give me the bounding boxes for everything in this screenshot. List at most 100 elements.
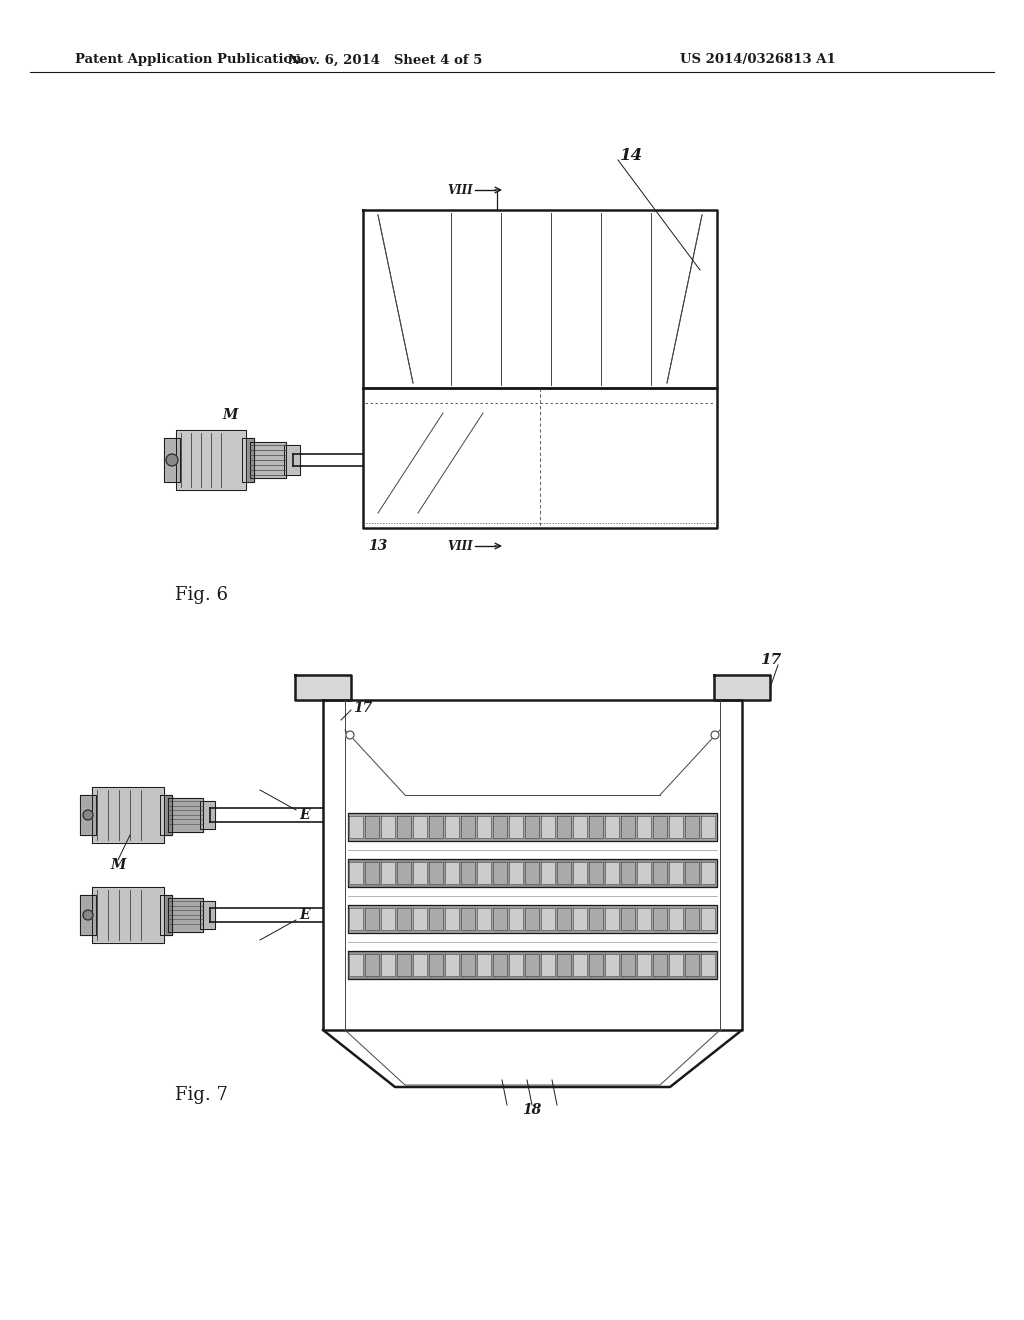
Polygon shape bbox=[349, 908, 362, 931]
Polygon shape bbox=[701, 816, 715, 838]
Circle shape bbox=[83, 810, 93, 820]
Polygon shape bbox=[381, 816, 395, 838]
Polygon shape bbox=[589, 908, 603, 931]
Polygon shape bbox=[573, 908, 587, 931]
Polygon shape bbox=[381, 908, 395, 931]
Polygon shape bbox=[525, 862, 539, 884]
Polygon shape bbox=[397, 816, 411, 838]
Polygon shape bbox=[397, 908, 411, 931]
Polygon shape bbox=[509, 954, 523, 975]
Polygon shape bbox=[653, 862, 667, 884]
Polygon shape bbox=[637, 816, 651, 838]
Polygon shape bbox=[493, 816, 507, 838]
Polygon shape bbox=[445, 862, 459, 884]
Polygon shape bbox=[541, 816, 555, 838]
Polygon shape bbox=[669, 954, 683, 975]
Polygon shape bbox=[92, 887, 164, 942]
Polygon shape bbox=[525, 908, 539, 931]
Polygon shape bbox=[348, 950, 717, 979]
Text: Fig. 7: Fig. 7 bbox=[175, 1086, 228, 1104]
Polygon shape bbox=[397, 954, 411, 975]
Polygon shape bbox=[589, 862, 603, 884]
Polygon shape bbox=[348, 813, 717, 841]
Polygon shape bbox=[557, 908, 571, 931]
Polygon shape bbox=[349, 862, 362, 884]
Polygon shape bbox=[557, 816, 571, 838]
Polygon shape bbox=[80, 795, 96, 836]
Polygon shape bbox=[653, 816, 667, 838]
Polygon shape bbox=[381, 954, 395, 975]
Circle shape bbox=[711, 731, 719, 739]
Polygon shape bbox=[445, 954, 459, 975]
Polygon shape bbox=[621, 908, 635, 931]
Text: E: E bbox=[300, 908, 310, 921]
Polygon shape bbox=[164, 438, 180, 482]
Polygon shape bbox=[348, 906, 717, 933]
Polygon shape bbox=[250, 442, 286, 478]
Polygon shape bbox=[92, 787, 164, 843]
Polygon shape bbox=[429, 908, 443, 931]
Polygon shape bbox=[413, 862, 427, 884]
Polygon shape bbox=[605, 862, 618, 884]
Polygon shape bbox=[176, 430, 246, 490]
Polygon shape bbox=[605, 954, 618, 975]
Polygon shape bbox=[493, 862, 507, 884]
Polygon shape bbox=[714, 675, 770, 700]
Polygon shape bbox=[461, 954, 475, 975]
Polygon shape bbox=[413, 908, 427, 931]
Polygon shape bbox=[349, 954, 362, 975]
Polygon shape bbox=[669, 862, 683, 884]
Text: US 2014/0326813 A1: US 2014/0326813 A1 bbox=[680, 54, 836, 66]
Circle shape bbox=[346, 731, 354, 739]
Polygon shape bbox=[685, 908, 699, 931]
Polygon shape bbox=[637, 954, 651, 975]
Polygon shape bbox=[621, 862, 635, 884]
Text: 18: 18 bbox=[522, 1104, 542, 1117]
Polygon shape bbox=[509, 816, 523, 838]
Text: VIII: VIII bbox=[447, 540, 473, 553]
Polygon shape bbox=[445, 816, 459, 838]
Polygon shape bbox=[589, 816, 603, 838]
Polygon shape bbox=[284, 445, 300, 475]
Polygon shape bbox=[242, 438, 254, 482]
Polygon shape bbox=[557, 954, 571, 975]
Polygon shape bbox=[365, 954, 379, 975]
Polygon shape bbox=[80, 895, 96, 935]
Polygon shape bbox=[621, 816, 635, 838]
Polygon shape bbox=[348, 859, 717, 887]
Polygon shape bbox=[493, 908, 507, 931]
Polygon shape bbox=[605, 816, 618, 838]
Text: M: M bbox=[222, 408, 238, 422]
Polygon shape bbox=[160, 795, 172, 836]
Text: 13: 13 bbox=[368, 539, 387, 553]
Polygon shape bbox=[669, 816, 683, 838]
Polygon shape bbox=[653, 908, 667, 931]
Polygon shape bbox=[168, 799, 203, 832]
Polygon shape bbox=[637, 908, 651, 931]
Text: Patent Application Publication: Patent Application Publication bbox=[75, 54, 302, 66]
Polygon shape bbox=[461, 816, 475, 838]
Polygon shape bbox=[365, 908, 379, 931]
Polygon shape bbox=[701, 954, 715, 975]
Polygon shape bbox=[669, 908, 683, 931]
Text: VIII: VIII bbox=[447, 183, 473, 197]
Text: 17: 17 bbox=[353, 701, 373, 715]
Polygon shape bbox=[429, 816, 443, 838]
Polygon shape bbox=[557, 862, 571, 884]
Polygon shape bbox=[573, 954, 587, 975]
Polygon shape bbox=[573, 816, 587, 838]
Polygon shape bbox=[605, 908, 618, 931]
Polygon shape bbox=[541, 908, 555, 931]
Polygon shape bbox=[461, 908, 475, 931]
Polygon shape bbox=[200, 902, 215, 929]
Polygon shape bbox=[381, 862, 395, 884]
Polygon shape bbox=[413, 954, 427, 975]
Polygon shape bbox=[365, 862, 379, 884]
Polygon shape bbox=[701, 862, 715, 884]
Polygon shape bbox=[621, 954, 635, 975]
Polygon shape bbox=[637, 862, 651, 884]
Polygon shape bbox=[413, 816, 427, 838]
Polygon shape bbox=[525, 816, 539, 838]
Polygon shape bbox=[477, 816, 490, 838]
Polygon shape bbox=[493, 954, 507, 975]
